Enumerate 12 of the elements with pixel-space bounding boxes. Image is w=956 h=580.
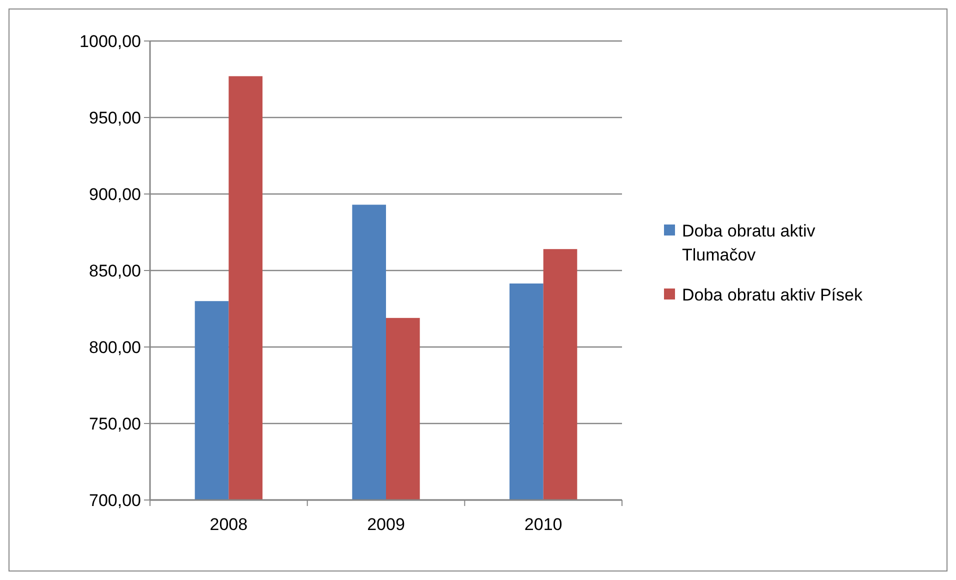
x-tick-label: 2009 <box>367 515 405 534</box>
y-tick-label: 950,00 <box>89 108 141 128</box>
y-tick-label: 750,00 <box>89 414 141 434</box>
y-tick-label: 900,00 <box>89 184 141 204</box>
legend-label: Doba obratu aktiv Tlumačov <box>682 221 816 264</box>
y-tick-label: 700,00 <box>89 490 141 510</box>
x-tick-label: 2010 <box>524 515 562 534</box>
legend-label: Doba obratu aktiv Písek <box>682 285 863 304</box>
y-tick-label: 1000,00 <box>80 32 141 51</box>
y-tick-label: 800,00 <box>89 338 141 357</box>
x-tick-label: 2008 <box>210 515 248 534</box>
y-tick-label: 850,00 <box>89 261 141 280</box>
